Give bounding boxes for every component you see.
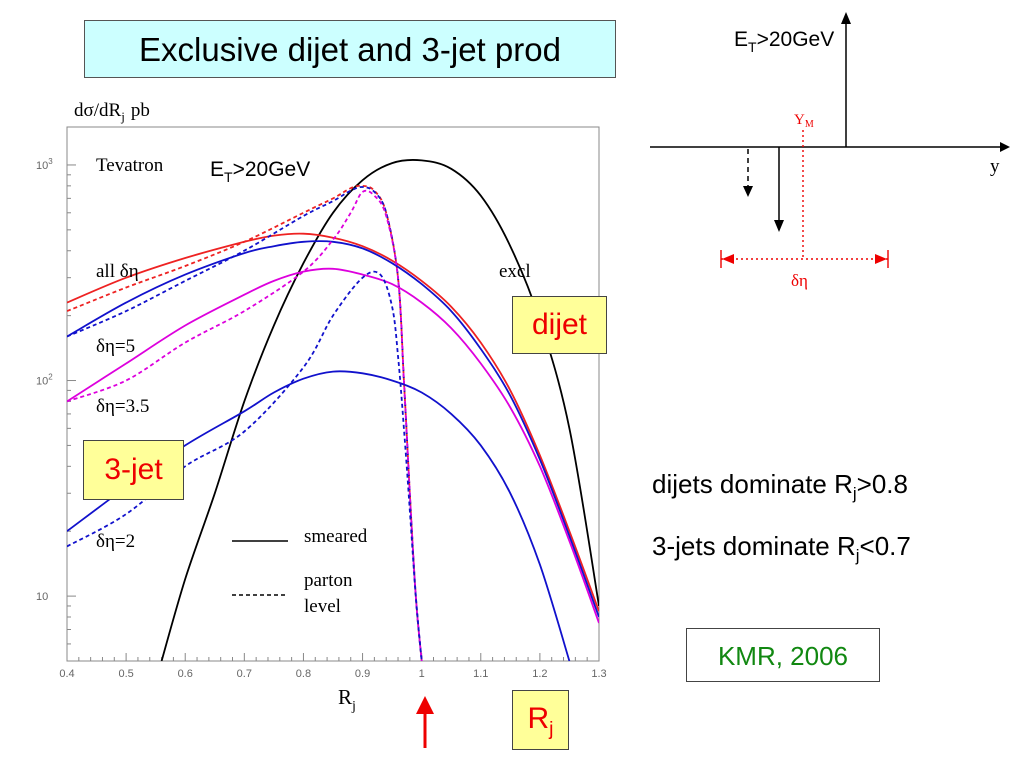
annot-excl: excl bbox=[499, 261, 531, 282]
annot-tevatron: Tevatron bbox=[96, 155, 164, 176]
annot-all: all δη bbox=[96, 261, 139, 282]
x-tick-label: 0.4 bbox=[59, 668, 74, 680]
y-axis-label: dσ/dRj pb bbox=[74, 100, 150, 124]
x-tick-label: 0.8 bbox=[296, 668, 311, 680]
legend-parton-label: parton bbox=[304, 570, 353, 591]
rj-threshold-arrow bbox=[416, 696, 434, 748]
x-tick-label: 1 bbox=[419, 668, 425, 680]
x-tick-label: 0.9 bbox=[355, 668, 370, 680]
rj-tag-main: R bbox=[527, 702, 550, 735]
legend-smeared-label: smeared bbox=[304, 526, 368, 547]
series-line-6 bbox=[67, 189, 423, 661]
series-line-8 bbox=[67, 270, 423, 661]
credit-box: KMR, 2006 bbox=[686, 628, 880, 682]
x-tick-label: 1.2 bbox=[532, 668, 547, 680]
note-dijets-main: dijets dominate R bbox=[652, 469, 853, 499]
note-dijets-sub: j bbox=[852, 484, 857, 504]
annot-d2: δη=2 bbox=[96, 531, 135, 552]
rj-tag: Rj bbox=[512, 690, 569, 750]
series-line-1 bbox=[67, 232, 599, 612]
series-line-5 bbox=[67, 267, 599, 624]
note-dijets: dijets dominate Rj>0.8 bbox=[652, 469, 908, 504]
x-tick-label: 1.1 bbox=[473, 668, 488, 680]
y-tick-label: 10 bbox=[36, 591, 48, 603]
diagram-et-label: ET>20GeV bbox=[734, 28, 834, 55]
x-tick-label: 0.5 bbox=[118, 668, 133, 680]
diagram-ym-label: YM bbox=[794, 112, 814, 130]
diagram-deta-label: δη bbox=[791, 271, 808, 290]
y-tick-label: 102 bbox=[36, 373, 53, 388]
annot-et: ET>20GeV bbox=[210, 158, 310, 185]
legend-parton-label-2: level bbox=[304, 596, 341, 617]
rapidity-diagram: δη YM y ET>20GeV bbox=[650, 12, 1010, 290]
x-tick-label: 0.7 bbox=[237, 668, 252, 680]
annot-d5: δη=5 bbox=[96, 336, 135, 357]
note-3jets-main: 3-jets dominate R bbox=[652, 531, 856, 561]
series-line-3 bbox=[67, 240, 599, 618]
slide-title: Exclusive dijet and 3-jet prod bbox=[84, 20, 616, 78]
annot-d35: δη=3.5 bbox=[96, 396, 149, 417]
note-3jets-sub: j bbox=[855, 546, 860, 566]
diagram-vertical-arrowhead bbox=[841, 12, 851, 24]
rj-tag-sub: j bbox=[549, 718, 554, 740]
series-line-7 bbox=[67, 370, 571, 661]
note-3jets: 3-jets dominate Rj<0.7 bbox=[652, 531, 911, 566]
axis-tick-labels: 0.4 0.5 0.6 0.7 0.8 0.9 1 1.1 1.2 1.3 10 102 103 bbox=[36, 157, 607, 680]
diagram-y-axis-arrowhead bbox=[1000, 142, 1010, 152]
dijet-tag: dijet bbox=[512, 296, 607, 354]
note-3jets-end: <0.7 bbox=[859, 531, 911, 561]
diagram-y-label: y bbox=[990, 156, 1000, 177]
x-tick-label: 1.3 bbox=[591, 668, 606, 680]
x-axis-label: Rj bbox=[338, 685, 356, 714]
note-dijets-end: >0.8 bbox=[856, 469, 908, 499]
threejet-tag: 3-jet bbox=[83, 440, 184, 500]
y-tick-label: 103 bbox=[36, 157, 53, 172]
x-tick-label: 0.6 bbox=[178, 668, 193, 680]
